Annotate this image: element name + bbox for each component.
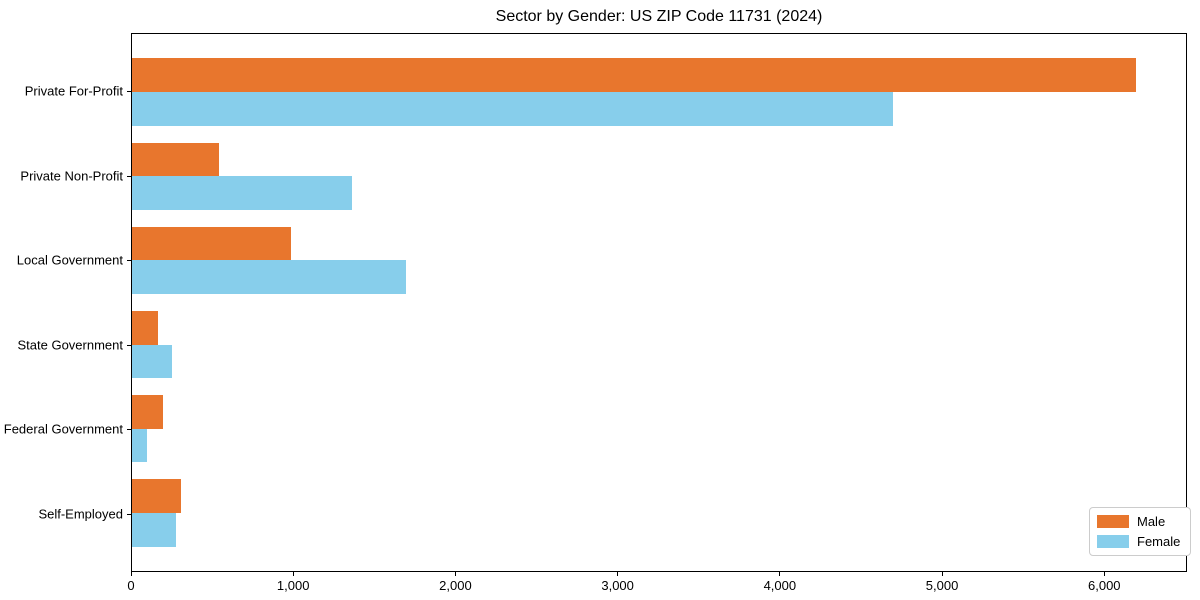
x-tick-label: 0 (127, 578, 135, 593)
x-tick-mark (941, 572, 943, 576)
chart-title: Sector by Gender: US ZIP Code 11731 (202… (495, 8, 823, 25)
bar-male-2 (132, 226, 291, 261)
bar-male-0 (132, 58, 1136, 93)
plot-area (131, 33, 1187, 572)
legend-label-male: Male (1137, 514, 1166, 529)
y-tick-mark (127, 91, 131, 93)
x-tick-mark (292, 572, 294, 576)
y-tick-mark (127, 344, 131, 346)
y-tick-mark (127, 175, 131, 177)
legend-item-female: Female (1097, 534, 1180, 549)
x-tick-label: 5,000 (925, 578, 959, 593)
x-tick-label: 4,000 (763, 578, 797, 593)
bar-female-3 (132, 344, 173, 379)
y-axis-labels: Private For-Profit Private Non-Profit Loca… (0, 33, 123, 572)
bar-male-1 (132, 142, 220, 177)
legend-swatch-female-icon (1097, 535, 1129, 548)
bar-male-3 (132, 310, 158, 345)
y-tick-label: Federal Government (3, 421, 123, 437)
bar-female-5 (132, 512, 176, 547)
x-tick-label: 3,000 (601, 578, 634, 593)
legend: Male Female (1089, 507, 1192, 556)
x-tick-mark (454, 572, 456, 576)
y-tick-label: Local Government (16, 252, 123, 268)
y-tick-mark (127, 429, 131, 431)
legend-label-female: Female (1137, 534, 1181, 549)
y-tick-label: State Government (17, 337, 124, 353)
x-tick-label: 6,000 (1087, 578, 1121, 593)
x-tick-mark (617, 572, 619, 576)
x-tick-label: 2,000 (439, 578, 472, 593)
x-tick-label: 1,000 (276, 578, 310, 593)
legend-swatch-male-icon (1097, 515, 1129, 528)
legend-item-male: Male (1097, 514, 1180, 529)
bar-male-4 (132, 395, 163, 429)
x-tick-mark (130, 572, 132, 576)
y-tick-label: Private Non-Profit (20, 168, 123, 184)
x-tick-mark (1103, 572, 1105, 576)
bar-female-0 (132, 92, 893, 126)
x-tick-mark (779, 572, 781, 576)
x-axis: 0 1,000 2,000 3,000 4,000 5,000 6,000 (127, 572, 1187, 598)
bar-male-5 (132, 479, 181, 513)
y-tick-label: Private For-Profit (24, 83, 123, 99)
bar-female-2 (132, 260, 406, 295)
bar-female-1 (132, 176, 353, 210)
y-tick-mark (127, 260, 131, 262)
y-tick-mark (127, 513, 131, 515)
y-tick-label: Self-Employed (38, 506, 123, 522)
bar-female-4 (132, 428, 147, 463)
